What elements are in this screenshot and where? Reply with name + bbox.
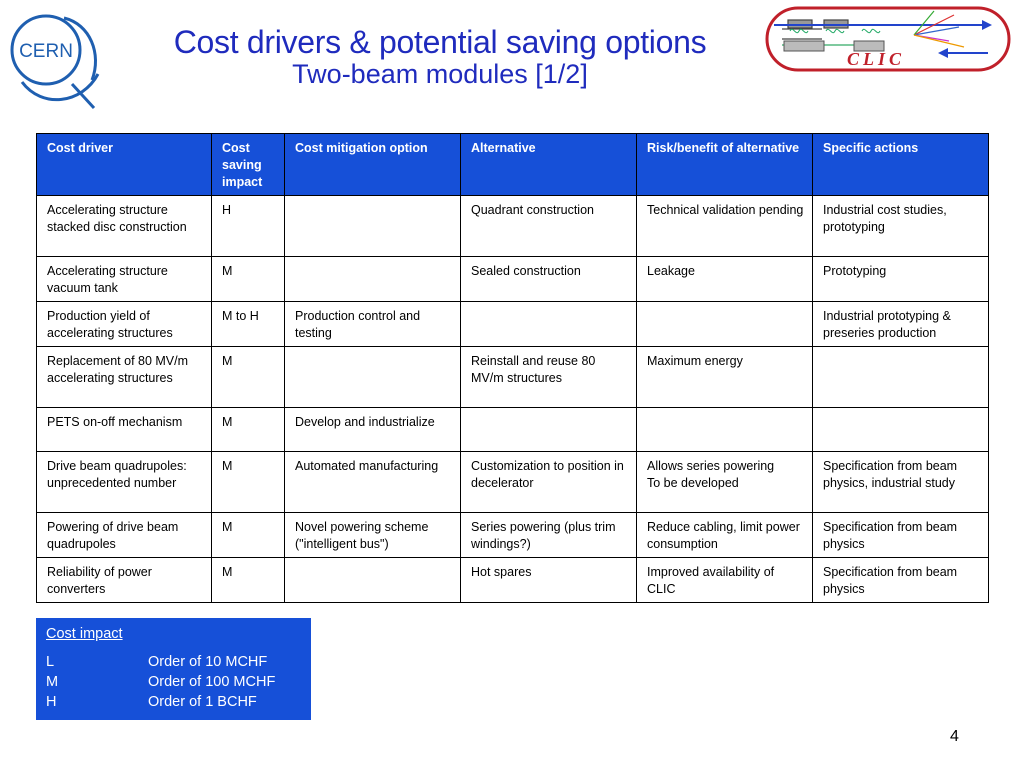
table-cell: M [211,346,285,408]
table-cell: Allows series powering To be developed [636,451,813,513]
header-cost-mitigation-option: Cost mitigation option [284,133,461,196]
table-cell: Replacement of 80 MV/m accelerating stru… [36,346,212,408]
table-cell: Accelerating structure vacuum tank [36,256,212,302]
table-row: Accelerating structure vacuum tank M Sea… [36,256,989,302]
table-header-row: Cost driver Cost saving impact Cost miti… [36,133,989,196]
page-number: 4 [950,728,959,745]
slide-title: Cost drivers & potential saving options … [120,26,760,88]
cost-impact-legend: Cost impact L Order of 10 MCHF M Order o… [36,618,311,720]
legend-title: Cost impact [46,626,123,642]
cost-drivers-table: Cost driver Cost saving impact Cost miti… [36,133,989,603]
table-cell: Reinstall and reuse 80 MV/m structures [460,346,637,408]
table-cell: M [211,557,285,603]
table-cell: Reliability of power converters [36,557,212,603]
table-cell: Develop and industrialize [284,407,461,452]
cern-logo: CERN [10,14,100,110]
legend-item: L Order of 10 MCHF [46,652,301,672]
legend-key: L [46,654,55,670]
clic-logo-text: CLIC [847,49,905,69]
table-row: Replacement of 80 MV/m accelerating stru… [36,346,989,408]
header-alternative: Alternative [460,133,637,196]
table-cell: Production yield of accelerating structu… [36,301,212,347]
header-risk-benefit: Risk/benefit of alternative [636,133,813,196]
legend-item: M Order of 100 MCHF [46,672,301,692]
table-cell: Accelerating structure stacked disc cons… [36,195,212,257]
title-main: Cost drivers & potential saving options [173,24,707,60]
table-cell: Sealed construction [460,256,637,302]
table-row: PETS on-off mechanism M Develop and indu… [36,407,989,452]
header-cost-saving-impact: Cost saving impact [211,133,285,196]
table-cell: Powering of drive beam quadrupoles [36,512,212,558]
table-cell: Improved availability of CLIC [636,557,813,603]
table-cell: M [211,256,285,302]
table-cell: Customization to position in decelerator [460,451,637,513]
table-cell: M [211,407,285,452]
table-cell [284,256,461,302]
table-cell: Series powering (plus trim windings?) [460,512,637,558]
table-cell [812,407,989,452]
table-row: Production yield of accelerating structu… [36,301,989,347]
table-cell [460,407,637,452]
table-cell: M [211,451,285,513]
table-cell: Drive beam quadrupoles: unprecedented nu… [36,451,212,513]
header-cost-driver: Cost driver [36,133,212,196]
title-sub: Two-beam modules [1/2] [292,59,588,89]
table-cell [284,346,461,408]
table-cell: M [211,512,285,558]
table-row: Drive beam quadrupoles: unprecedented nu… [36,451,989,513]
table-cell [636,407,813,452]
legend-value: Order of 10 MCHF [148,654,268,670]
table-cell: H [211,195,285,257]
header-specific-actions: Specific actions [812,133,989,196]
table-cell [284,557,461,603]
table-cell: Automated manufacturing [284,451,461,513]
legend-value: Order of 1 BCHF [148,694,257,710]
table-row: Powering of drive beam quadrupoles M Nov… [36,512,989,558]
legend-key: M [46,674,59,690]
table-cell: Novel powering scheme ("intelligent bus"… [284,512,461,558]
table-cell: Reduce cabling, limit power consumption [636,512,813,558]
table-cell: Prototyping [812,256,989,302]
table-cell: Specification from beam physics [812,557,989,603]
table-cell: Hot spares [460,557,637,603]
table-cell: Industrial cost studies, prototyping [812,195,989,257]
table-cell: M to H [211,301,285,347]
clic-logo: CLIC [765,6,1011,72]
table-cell: Specification from beam physics, industr… [812,451,989,513]
table-cell: Production control and testing [284,301,461,347]
table-row: Accelerating structure stacked disc cons… [36,195,989,257]
cern-logo-text: CERN [19,41,73,62]
table-cell [812,346,989,408]
legend-value: Order of 100 MCHF [148,674,276,690]
table-cell: PETS on-off mechanism [36,407,212,452]
legend-key: H [46,694,57,710]
table-cell: Specification from beam physics [812,512,989,558]
table-cell: Industrial prototyping & preseries produ… [812,301,989,347]
table-cell [460,301,637,347]
table-cell: Leakage [636,256,813,302]
table-cell [284,195,461,257]
table-cell: Technical validation pending [636,195,813,257]
table-cell: Quadrant construction [460,195,637,257]
legend-item: H Order of 1 BCHF [46,692,301,712]
table-row: Reliability of power converters M Hot sp… [36,557,989,603]
table-cell [636,301,813,347]
table-cell: Maximum energy [636,346,813,408]
